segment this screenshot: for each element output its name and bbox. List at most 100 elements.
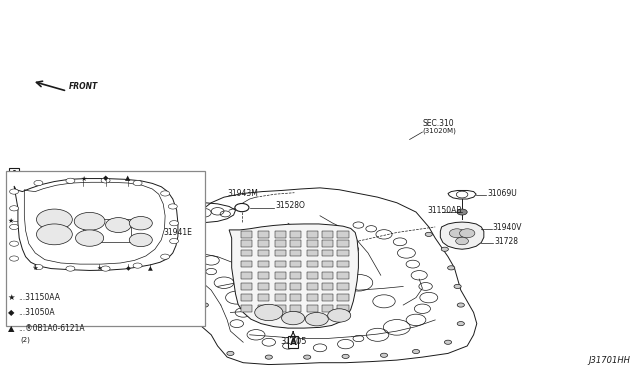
Bar — [258, 231, 269, 238]
Circle shape — [36, 209, 72, 230]
Text: A: A — [290, 338, 296, 347]
Bar — [322, 261, 333, 267]
Bar — [322, 283, 333, 290]
Circle shape — [441, 247, 449, 251]
Circle shape — [328, 309, 351, 322]
Circle shape — [457, 303, 465, 307]
Text: ◆: ◆ — [8, 308, 15, 317]
Circle shape — [456, 191, 468, 198]
Polygon shape — [179, 188, 477, 365]
Circle shape — [425, 232, 433, 237]
Text: ★: ★ — [8, 293, 15, 302]
Bar — [258, 250, 269, 256]
Text: ...®0B1A0-6121A: ...®0B1A0-6121A — [18, 324, 84, 333]
Circle shape — [170, 221, 179, 226]
Bar — [241, 261, 252, 267]
Bar — [322, 250, 333, 256]
Bar — [337, 283, 349, 290]
Circle shape — [457, 209, 467, 215]
Polygon shape — [229, 224, 358, 328]
Circle shape — [457, 321, 465, 326]
Bar — [241, 272, 252, 279]
Text: ▲: ▲ — [125, 176, 131, 182]
Bar — [322, 305, 333, 312]
Bar — [307, 272, 318, 279]
Circle shape — [34, 264, 43, 270]
Bar — [258, 305, 269, 312]
Circle shape — [74, 212, 105, 230]
Circle shape — [170, 238, 179, 244]
Text: ...31050A: ...31050A — [18, 308, 54, 317]
Circle shape — [106, 218, 131, 232]
Bar — [307, 231, 318, 238]
Bar — [290, 240, 301, 247]
Bar — [337, 261, 349, 267]
Text: ...31150AA: ...31150AA — [18, 293, 60, 302]
Bar — [290, 250, 301, 256]
Circle shape — [10, 224, 19, 230]
Circle shape — [10, 189, 19, 194]
Text: (31020M): (31020M) — [422, 128, 456, 134]
Circle shape — [282, 311, 305, 325]
Bar — [337, 231, 349, 238]
Bar — [241, 240, 252, 247]
Circle shape — [34, 180, 43, 186]
Circle shape — [76, 230, 104, 246]
Text: FRONT: FRONT — [69, 82, 99, 91]
Circle shape — [133, 180, 142, 186]
Circle shape — [36, 224, 72, 245]
Bar — [275, 272, 286, 279]
Text: 31528O: 31528O — [275, 201, 305, 210]
Bar — [307, 240, 318, 247]
Bar — [275, 250, 286, 256]
Bar — [275, 261, 286, 267]
Circle shape — [161, 191, 170, 196]
Bar — [241, 283, 252, 290]
Bar — [275, 231, 286, 238]
Bar — [241, 305, 252, 312]
Circle shape — [129, 217, 152, 230]
Text: 31940V: 31940V — [493, 223, 522, 232]
Bar — [83, 219, 131, 242]
Circle shape — [265, 355, 273, 359]
Text: 31705: 31705 — [280, 337, 307, 346]
Circle shape — [201, 303, 209, 307]
Circle shape — [129, 233, 152, 247]
Bar — [290, 294, 301, 301]
Bar — [290, 272, 301, 279]
Text: ▲: ▲ — [8, 324, 15, 333]
Bar — [258, 261, 269, 267]
Bar — [337, 240, 349, 247]
Circle shape — [168, 204, 177, 209]
Circle shape — [195, 284, 202, 289]
Bar — [307, 283, 318, 290]
Bar — [241, 294, 252, 301]
Bar — [337, 272, 349, 279]
Circle shape — [235, 203, 249, 212]
Text: 31943M: 31943M — [227, 189, 258, 198]
Circle shape — [460, 229, 475, 238]
Circle shape — [454, 284, 461, 289]
Bar — [290, 305, 301, 312]
Polygon shape — [440, 222, 484, 249]
Bar — [322, 272, 333, 279]
Text: ◆: ◆ — [103, 176, 108, 182]
Text: ◆: ◆ — [125, 266, 131, 271]
Bar — [337, 294, 349, 301]
Bar — [275, 240, 286, 247]
Circle shape — [195, 247, 202, 251]
Text: 31728: 31728 — [494, 237, 518, 246]
Bar — [307, 250, 318, 256]
Text: 31941E: 31941E — [163, 228, 192, 237]
Text: J31701HH: J31701HH — [589, 356, 630, 365]
Bar — [258, 283, 269, 290]
Circle shape — [412, 349, 420, 354]
Bar — [258, 240, 269, 247]
Bar — [337, 250, 349, 256]
Text: SEC.310: SEC.310 — [422, 119, 454, 128]
Bar — [241, 231, 252, 238]
Circle shape — [456, 237, 468, 245]
Circle shape — [133, 263, 142, 268]
Bar — [275, 305, 286, 312]
Text: ★: ★ — [7, 218, 13, 224]
